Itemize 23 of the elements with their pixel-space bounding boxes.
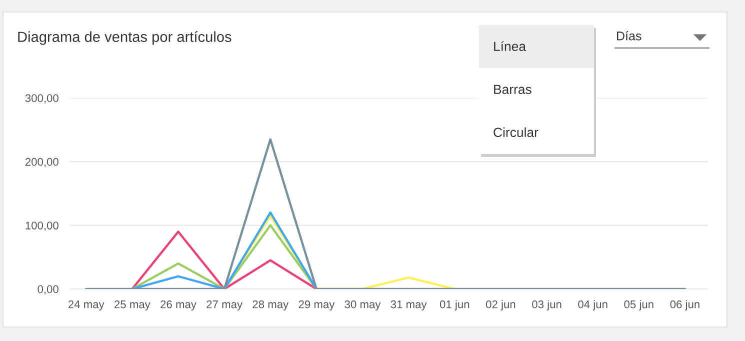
x-tick-label: 04 jun <box>578 300 608 310</box>
x-tick-label: 26 may <box>160 300 196 310</box>
x-tick-label: 03 jun <box>532 300 562 310</box>
y-tick-label: 200,00 <box>25 158 58 168</box>
y-tick-label: 100,00 <box>26 222 58 231</box>
annotation: Circular <box>494 127 538 138</box>
x-tick-label: 31 may <box>390 300 427 310</box>
text: Días <box>617 31 642 40</box>
chart-title: Diagrama de ventas por artículos <box>18 31 232 45</box>
y-tick-label: 300,00 <box>25 94 58 104</box>
x-tick-label: 24 may <box>68 300 104 310</box>
x-tick-label: 05 jun <box>624 300 654 310</box>
x-tick-label: 29 may <box>298 300 335 310</box>
x-tick-label: 06 jun <box>670 300 700 310</box>
x-tick-label: 25 may <box>114 300 150 310</box>
y-tick-label: 0,00 <box>38 285 58 294</box>
text: Línea <box>494 41 526 52</box>
x-tick-label: 02 jun <box>486 300 516 310</box>
text: Barras <box>494 84 532 94</box>
x-tick-label: 27 may <box>206 300 243 310</box>
x-tick-label: 28 may <box>252 300 289 310</box>
x-tick-label: 30 may <box>344 300 381 310</box>
x-tick-label: 01 jun <box>440 300 470 310</box>
